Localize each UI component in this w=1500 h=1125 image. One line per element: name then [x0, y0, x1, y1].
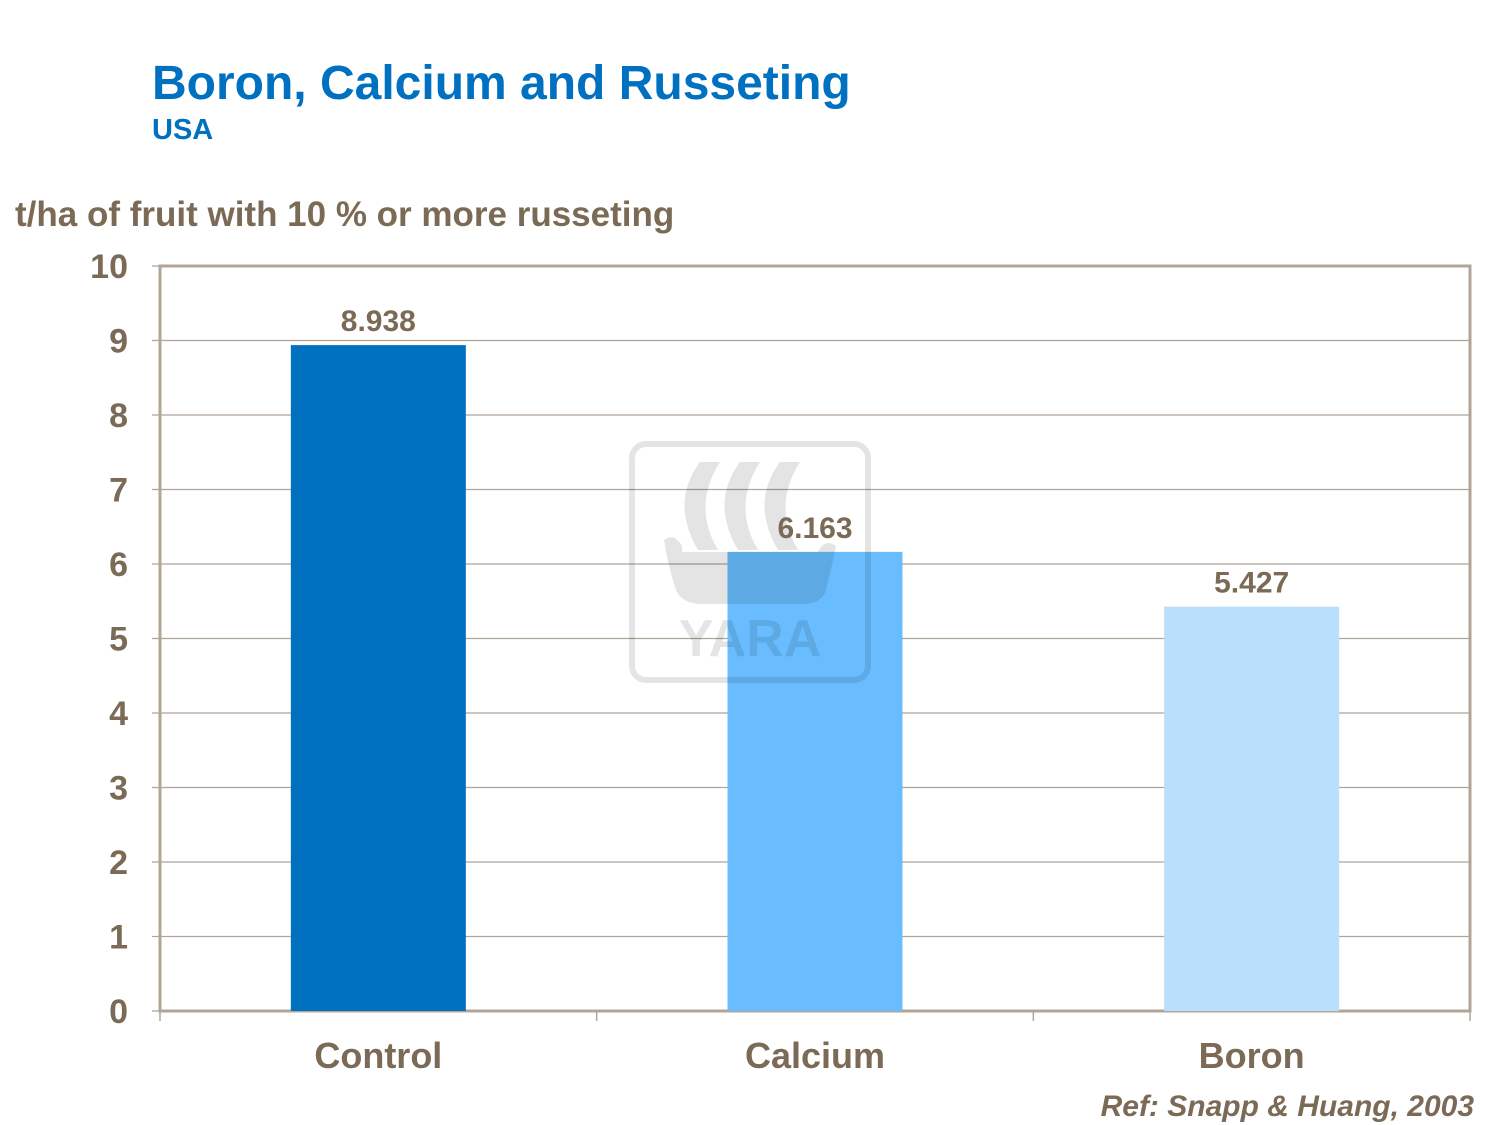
x-tick-label: Boron [1199, 1035, 1305, 1076]
y-tick-label: 3 [109, 770, 128, 808]
data-label: 8.938 [341, 305, 416, 338]
watermark-text: YARA [679, 610, 822, 668]
yara-logo-watermark: YARA [629, 441, 871, 683]
x-tick-label: Calcium [745, 1035, 885, 1076]
y-tick-label: 8 [109, 397, 128, 435]
y-tick-label: 0 [109, 993, 128, 1031]
y-tick-label: 10 [90, 248, 128, 286]
y-tick-label: 5 [109, 621, 128, 659]
y-tick-label: 9 [109, 323, 128, 361]
y-tick-label: 1 [109, 919, 128, 957]
chart-subtitle: USA [152, 114, 214, 146]
y-tick-label: 7 [109, 472, 128, 510]
y-tick-label: 6 [109, 546, 128, 584]
bar-boron [1164, 606, 1340, 1011]
data-label: 6.163 [777, 512, 852, 545]
bar-calcium [727, 551, 903, 1011]
y-tick-label: 2 [109, 844, 128, 882]
chart-title: Boron, Calcium and Russeting [152, 57, 851, 110]
y-tick-label: 4 [109, 695, 128, 733]
y-axis-label: t/ha of fruit with 10 % or more russetin… [15, 195, 675, 234]
bar-control [290, 345, 466, 1011]
data-label: 5.427 [1214, 567, 1289, 600]
x-tick-label: Control [314, 1035, 442, 1076]
source-reference: Ref: Snapp & Huang, 2003 [1100, 1090, 1474, 1123]
